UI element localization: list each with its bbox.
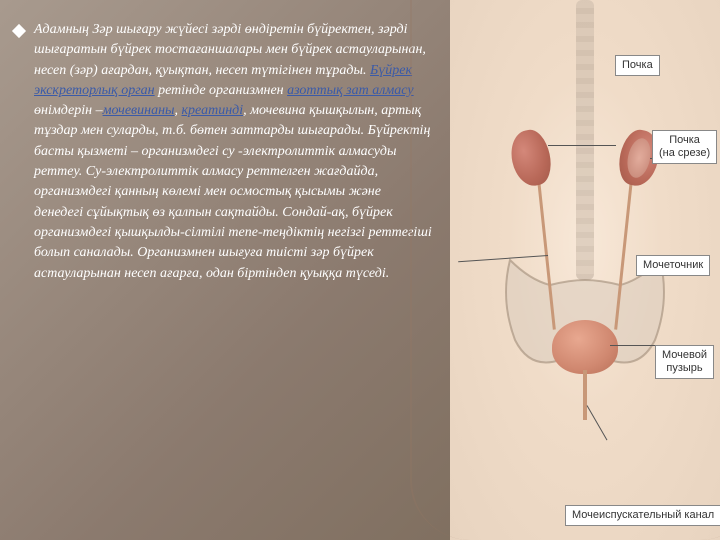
link-kidney[interactable]: Бүйрек — [370, 63, 412, 78]
label-bladder-l2: пузырь — [666, 362, 702, 374]
label-line-bladder — [610, 345, 660, 346]
link-excretory-organ[interactable]: экскреторлық орган — [34, 83, 155, 98]
label-bladder-l1: Мочевой — [662, 349, 707, 361]
bladder-icon — [552, 320, 618, 374]
bullet-item: Адамның Зәр шығару жүйесі зәрді өндіреті… — [32, 20, 432, 284]
anatomy-diagram: Почка Почка (на срезе) Мочеточник Мочево… — [450, 0, 720, 540]
link-nitrogen-metabolism[interactable]: азоттық зат алмасу — [287, 83, 413, 98]
label-bladder: Мочевой пузырь — [655, 345, 714, 379]
label-kidney-cut-l2: (на срезе) — [659, 147, 710, 159]
label-urethra: Мочеиспускательный канал — [565, 505, 720, 526]
label-kidney: Почка — [615, 55, 660, 76]
paragraph-rest: , мочевина қышқылын, артық тұздар мен су… — [34, 103, 432, 280]
label-kidney-cut: Почка (на срезе) — [652, 130, 717, 164]
body-outline-left — [410, 0, 490, 540]
slide-container: Адамның Зәр шығару жүйесі зәрді өндіреті… — [0, 0, 720, 540]
text-column: Адамның Зәр шығару жүйесі зәрді өндіреті… — [0, 0, 450, 540]
sp2: ретінде организмнен — [155, 83, 288, 98]
label-ureter: Мочеточник — [636, 255, 710, 276]
body-text: Адамның Зәр шығару жүйесі зәрді өндіреті… — [34, 20, 432, 284]
link-creatine[interactable]: креатинді — [182, 103, 244, 118]
paragraph-intro: Адамның Зәр шығару жүйесі зәрді өндіреті… — [34, 22, 426, 78]
label-ureter-text: Мочеточник — [643, 259, 703, 271]
sp3: өнімдерін – — [34, 103, 103, 118]
label-kidney-cut-l1: Почка — [669, 134, 700, 146]
spine-icon — [576, 0, 594, 280]
sp4: , — [175, 103, 182, 118]
label-kidney-text: Почка — [622, 59, 653, 71]
label-line-kidney — [548, 145, 616, 146]
urethra-icon — [583, 370, 587, 420]
link-urea[interactable]: мочевинаны — [103, 103, 175, 118]
label-urethra-text: Мочеиспускательный канал — [572, 509, 714, 521]
diamond-bullet-icon — [12, 24, 26, 38]
